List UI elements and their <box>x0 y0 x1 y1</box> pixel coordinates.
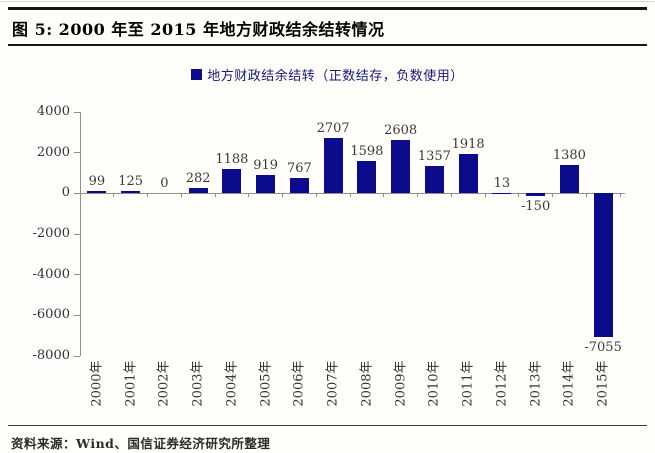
x-axis-label: 2013年 <box>528 360 544 407</box>
bar-value-label: 0 <box>160 176 169 192</box>
bar <box>357 160 377 194</box>
bar <box>458 154 478 194</box>
x-axis-label: 2012年 <box>494 360 510 407</box>
bar <box>289 177 309 194</box>
source-note: 资料来源：Wind、国信证券经济研究所整理 <box>11 436 271 451</box>
source-rule <box>8 425 647 426</box>
x-axis-tick <box>79 193 81 198</box>
x-axis-label: 2004年 <box>224 360 240 407</box>
y-axis-tick <box>74 355 80 357</box>
top-rule <box>8 7 647 10</box>
x-axis-tick <box>248 193 250 198</box>
bar-value-label: -150 <box>521 199 551 215</box>
bar-value-label: 1188 <box>215 152 249 168</box>
bar <box>121 190 141 194</box>
bar <box>323 138 343 194</box>
bar-value-label: 1598 <box>350 143 384 159</box>
bar-value-label: 1918 <box>451 137 485 153</box>
x-axis-tick <box>383 193 385 198</box>
y-axis-tick <box>74 233 80 235</box>
chart-legend: 地方财政结余结转（正数结存，负数使用） <box>0 66 655 84</box>
bar-value-label: 99 <box>88 174 106 190</box>
x-axis-tick <box>113 193 115 198</box>
x-axis-label: 2000年 <box>89 360 105 407</box>
x-axis-label: 2005年 <box>258 360 274 407</box>
plot-area <box>80 112 621 356</box>
bar-value-label: 1380 <box>552 148 586 164</box>
x-axis-tick <box>484 193 486 198</box>
x-axis-label: 2014年 <box>561 360 577 407</box>
y-axis-label: -8000 <box>32 348 70 363</box>
x-axis-label: 2001年 <box>123 360 139 407</box>
bar-value-label: 125 <box>118 173 144 189</box>
bar <box>87 191 107 194</box>
x-axis-tick <box>518 193 520 198</box>
x-axis-tick <box>180 193 182 198</box>
y-axis-tick <box>74 274 80 276</box>
y-axis-tick <box>74 111 80 113</box>
bar-value-label: 919 <box>253 157 279 173</box>
y-axis-tick <box>74 152 80 154</box>
x-axis-label: 2007年 <box>325 360 341 407</box>
bar-value-label: 767 <box>286 160 312 176</box>
bar <box>222 169 242 194</box>
x-axis-tick <box>214 193 216 198</box>
x-axis-label: 2003年 <box>190 360 206 407</box>
bar-value-label: 2608 <box>384 123 418 139</box>
y-axis-label: 0 <box>61 185 70 201</box>
x-axis-label: 2015年 <box>595 360 611 407</box>
bar <box>593 193 613 337</box>
x-axis-line <box>80 192 625 194</box>
x-axis-label: 2009年 <box>393 360 409 407</box>
figure-title: 图 5: 2000 年至 2015 年地方财政结余结转情况 <box>12 20 385 39</box>
y-axis-tick <box>74 192 80 194</box>
bar-value-label: 13 <box>493 176 511 192</box>
bar-value-label: 282 <box>185 170 211 186</box>
bar <box>559 165 579 194</box>
bar <box>526 193 546 197</box>
y-axis-label: 2000 <box>36 144 70 160</box>
title-rule <box>8 44 647 46</box>
x-axis-label: 2006年 <box>291 360 307 407</box>
y-axis-tick <box>74 314 80 316</box>
y-axis-label: -2000 <box>32 226 70 241</box>
x-axis-label: 2011年 <box>460 360 476 407</box>
bar <box>424 165 444 194</box>
bar-value-label: -7055 <box>584 339 622 355</box>
x-axis-tick <box>282 193 283 198</box>
x-axis-tick <box>315 193 317 198</box>
x-axis-tick <box>417 193 418 198</box>
x-axis-tick <box>619 193 621 198</box>
chart-area: 4000 2000 0 -2000 -4000 -6000 -8000 99 2000年 125 2… <box>0 100 655 422</box>
x-axis-tick <box>585 193 587 198</box>
x-axis-label: 2002年 <box>156 360 172 407</box>
bar <box>188 187 208 194</box>
x-axis-label: 2010年 <box>426 360 442 407</box>
bar <box>391 140 411 194</box>
x-axis-tick <box>552 193 553 198</box>
x-axis-label: 2008年 <box>359 360 375 407</box>
y-axis-label: 4000 <box>36 104 70 119</box>
y-axis-label: -6000 <box>32 307 70 323</box>
page-edge-rule <box>0 1 655 2</box>
legend-marker-icon <box>191 68 203 80</box>
x-axis-tick <box>450 193 452 198</box>
bar-value-label: 1357 <box>417 148 451 164</box>
bar <box>256 174 276 194</box>
bar-value-label: 2707 <box>316 121 350 137</box>
x-axis-tick <box>147 193 148 198</box>
legend-label: 地方财政结余结转（正数结存，负数使用） <box>207 68 464 84</box>
x-axis-tick <box>349 193 351 198</box>
y-axis-label: -4000 <box>32 266 70 282</box>
